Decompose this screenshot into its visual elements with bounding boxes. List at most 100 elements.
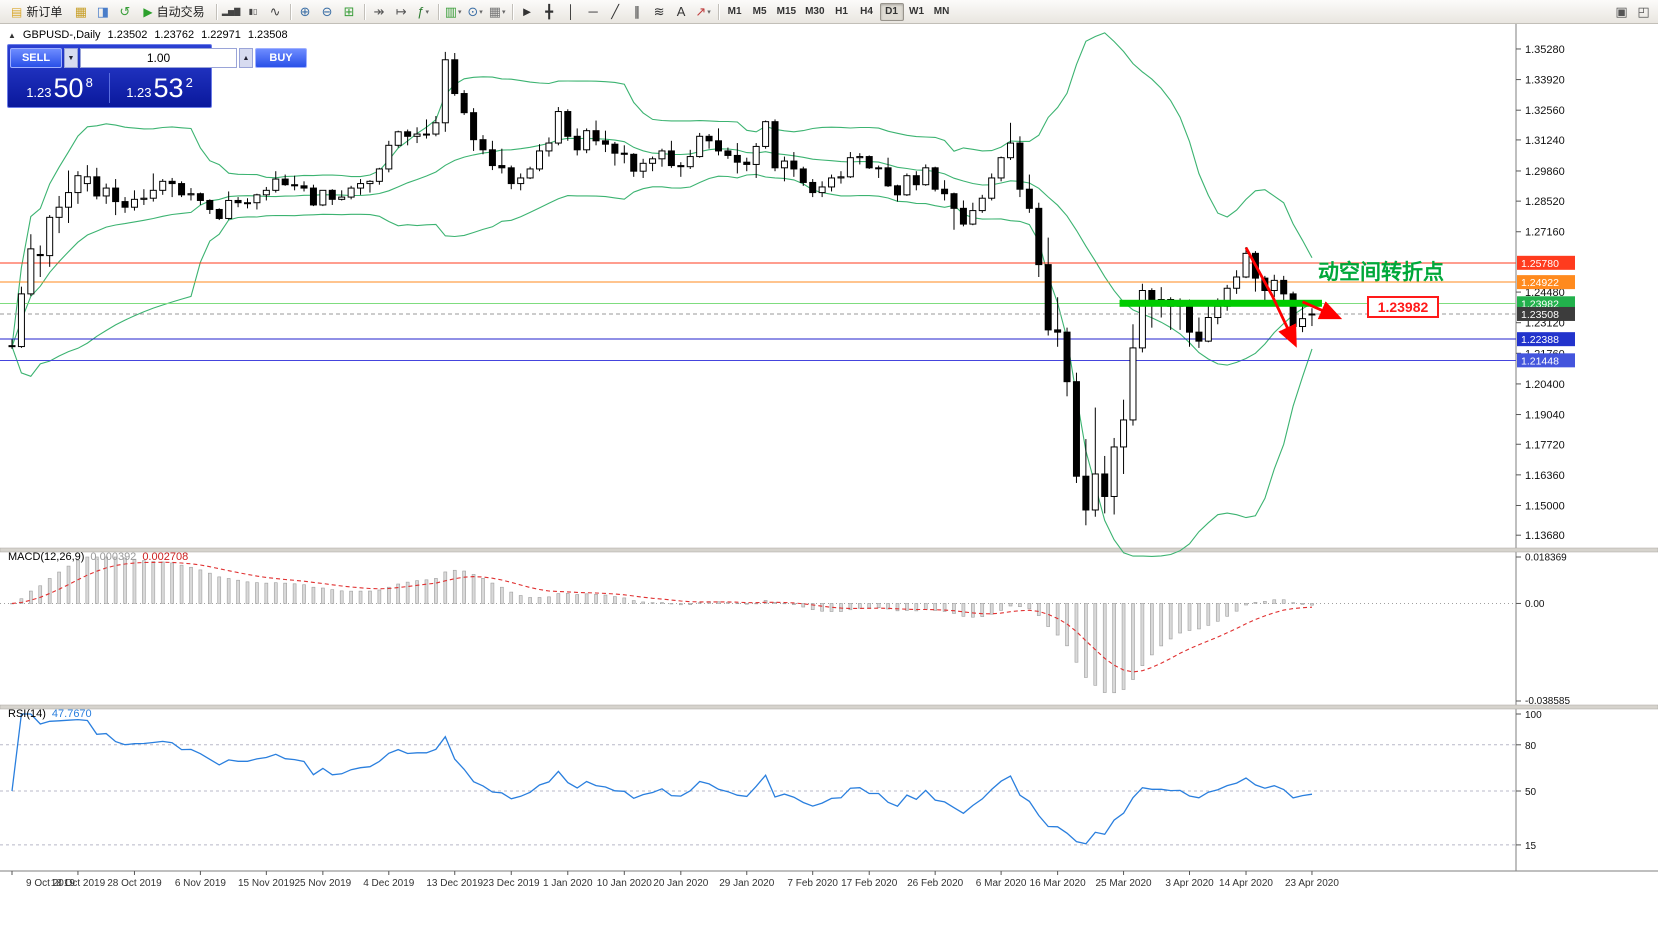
macd-bar: [462, 570, 466, 604]
sell-button[interactable]: SELL: [10, 48, 62, 68]
cursor-icon[interactable]: ►: [517, 2, 538, 22]
buy-button[interactable]: BUY: [255, 48, 307, 68]
auto-trading-button[interactable]: ▶ 自动交易: [136, 2, 211, 22]
macd-signal-value: 0.002708: [142, 551, 189, 563]
candle: [319, 189, 327, 206]
price-level-badge: [1517, 353, 1575, 368]
sell-price[interactable]: 1.23 50 8: [10, 74, 109, 102]
macd-bar: [547, 596, 551, 604]
timeframe-button-M5[interactable]: M5: [752, 5, 767, 17]
timeframe-button-M1[interactable]: M1: [727, 5, 742, 17]
turning-point-annotation[interactable]: 动空间转折点: [1318, 261, 1444, 284]
fullscreen-icon[interactable]: ◰: [1633, 2, 1654, 22]
price-axis-label: 1.24480: [1525, 287, 1565, 299]
candle: [1186, 304, 1193, 333]
macd-bar: [292, 583, 297, 604]
crosshair-icon[interactable]: ╋: [539, 2, 560, 22]
data-window-icon[interactable]: ◨: [92, 2, 113, 22]
candlestick-chart-icon[interactable]: ▮▯: [243, 2, 264, 22]
timeframe-button-MN[interactable]: MN: [933, 5, 950, 17]
macd-bar: [801, 603, 806, 608]
macd-bar: [613, 596, 617, 604]
volume-increase-button[interactable]: ▲: [239, 48, 253, 68]
zoom-in-icon[interactable]: ⊕: [295, 2, 316, 22]
candle: [846, 157, 854, 178]
new-chart-icon[interactable]: ▥ ▾: [443, 2, 464, 22]
candle: [997, 157, 1005, 179]
volume-input[interactable]: [80, 48, 237, 68]
arrows-icon[interactable]: ↗ ▾: [693, 2, 714, 22]
channel-icon[interactable]: ∥: [627, 2, 648, 22]
candle: [83, 176, 91, 185]
candle: [1025, 188, 1033, 209]
candle: [112, 187, 120, 203]
timeframe-button-W1[interactable]: W1: [909, 5, 925, 17]
chart-collapse-icon[interactable]: ▲: [8, 30, 16, 40]
refresh-icon[interactable]: ↺: [114, 2, 135, 22]
profiles-icon[interactable]: ⊙ ▾: [465, 2, 486, 22]
candle: [422, 133, 430, 136]
market-watch-icon[interactable]: ▦: [70, 2, 91, 22]
candle: [1129, 347, 1137, 421]
new-order-button-label: 新订单: [26, 5, 63, 19]
text-icon[interactable]: A: [671, 2, 692, 22]
macd-bar: [358, 590, 363, 604]
chevron-down-icon: ▾: [707, 8, 711, 16]
rsi-line: [11, 713, 1313, 845]
windows-icon[interactable]: ▣: [1611, 2, 1632, 22]
candle: [733, 154, 741, 163]
horizontal-line-icon[interactable]: ─: [583, 2, 604, 22]
templates-icon[interactable]: ▦ ▾: [487, 2, 508, 22]
trendline-icon[interactable]: ╱: [605, 2, 626, 22]
macd-bar: [1084, 603, 1088, 678]
candle: [620, 152, 628, 155]
date-axis-label: 7 Feb 2020: [787, 878, 838, 889]
macd-bar: [528, 597, 532, 604]
macd-histogram: [10, 556, 1314, 694]
sideways-arrow-annotation[interactable]: [1301, 300, 1343, 320]
macd-bar: [848, 603, 853, 611]
date-axis-label: 9 Oct 2019: [26, 878, 75, 889]
macd-bar: [405, 581, 410, 604]
candle: [196, 193, 204, 201]
new-order-button[interactable]: ▤ 新订单: [4, 2, 69, 22]
bar-chart-icon[interactable]: ▂▅▇: [221, 2, 242, 22]
down-arrow-annotation[interactable]: [1244, 247, 1297, 348]
price-axis-label: 1.13680: [1525, 530, 1565, 542]
tile-windows-icon[interactable]: ⊞: [339, 2, 360, 22]
macd-bar: [415, 580, 419, 604]
macd-main-value: 0.000392: [90, 551, 137, 563]
indicators-icon[interactable]: ƒ ▾: [413, 2, 434, 22]
price-axis-label: 1.19040: [1525, 410, 1565, 422]
price-axis[interactable]: 1.35280 1.33920 1.32560 1.31240 1.29860 1.285…: [1516, 44, 1575, 542]
support-highlight-line[interactable]: [1119, 299, 1322, 307]
buy-price[interactable]: 1.23 53 2: [110, 74, 209, 102]
timeframe-button-D1[interactable]: D1: [879, 2, 904, 21]
candle: [941, 188, 949, 195]
timeframe-button-M15[interactable]: M15: [776, 5, 797, 17]
candle: [1308, 313, 1316, 316]
zoom-out-icon[interactable]: ⊖: [317, 2, 338, 22]
macd-bar: [1018, 603, 1022, 607]
pane-separator[interactable]: [0, 547, 1658, 553]
line-chart-icon[interactable]: ∿: [265, 2, 286, 22]
candle: [149, 189, 157, 199]
candle: [658, 150, 666, 160]
candle: [507, 167, 515, 185]
pane-separator[interactable]: [0, 704, 1658, 710]
timeframe-button-H4[interactable]: H4: [860, 5, 873, 17]
auto-scroll-icon[interactable]: ↠: [369, 2, 390, 22]
timeframe-button-M30[interactable]: M30: [805, 5, 825, 17]
fibonacci-icon[interactable]: ≋: [649, 2, 670, 22]
timeframe-button-H1[interactable]: H1: [835, 5, 848, 17]
candle: [601, 140, 609, 145]
vertical-line-icon[interactable]: │: [561, 2, 582, 22]
rsi-pane-label: RSI(14) 47.7670: [8, 708, 92, 720]
chart-shift-icon[interactable]: ↦: [391, 2, 412, 22]
volume-decrease-button[interactable]: ▼: [64, 48, 78, 68]
macd-bar: [650, 602, 655, 604]
price-level-badge-label: 1.21448: [1521, 355, 1559, 367]
price-tag-label[interactable]: 1.23982: [1367, 296, 1439, 318]
candle: [959, 207, 967, 225]
